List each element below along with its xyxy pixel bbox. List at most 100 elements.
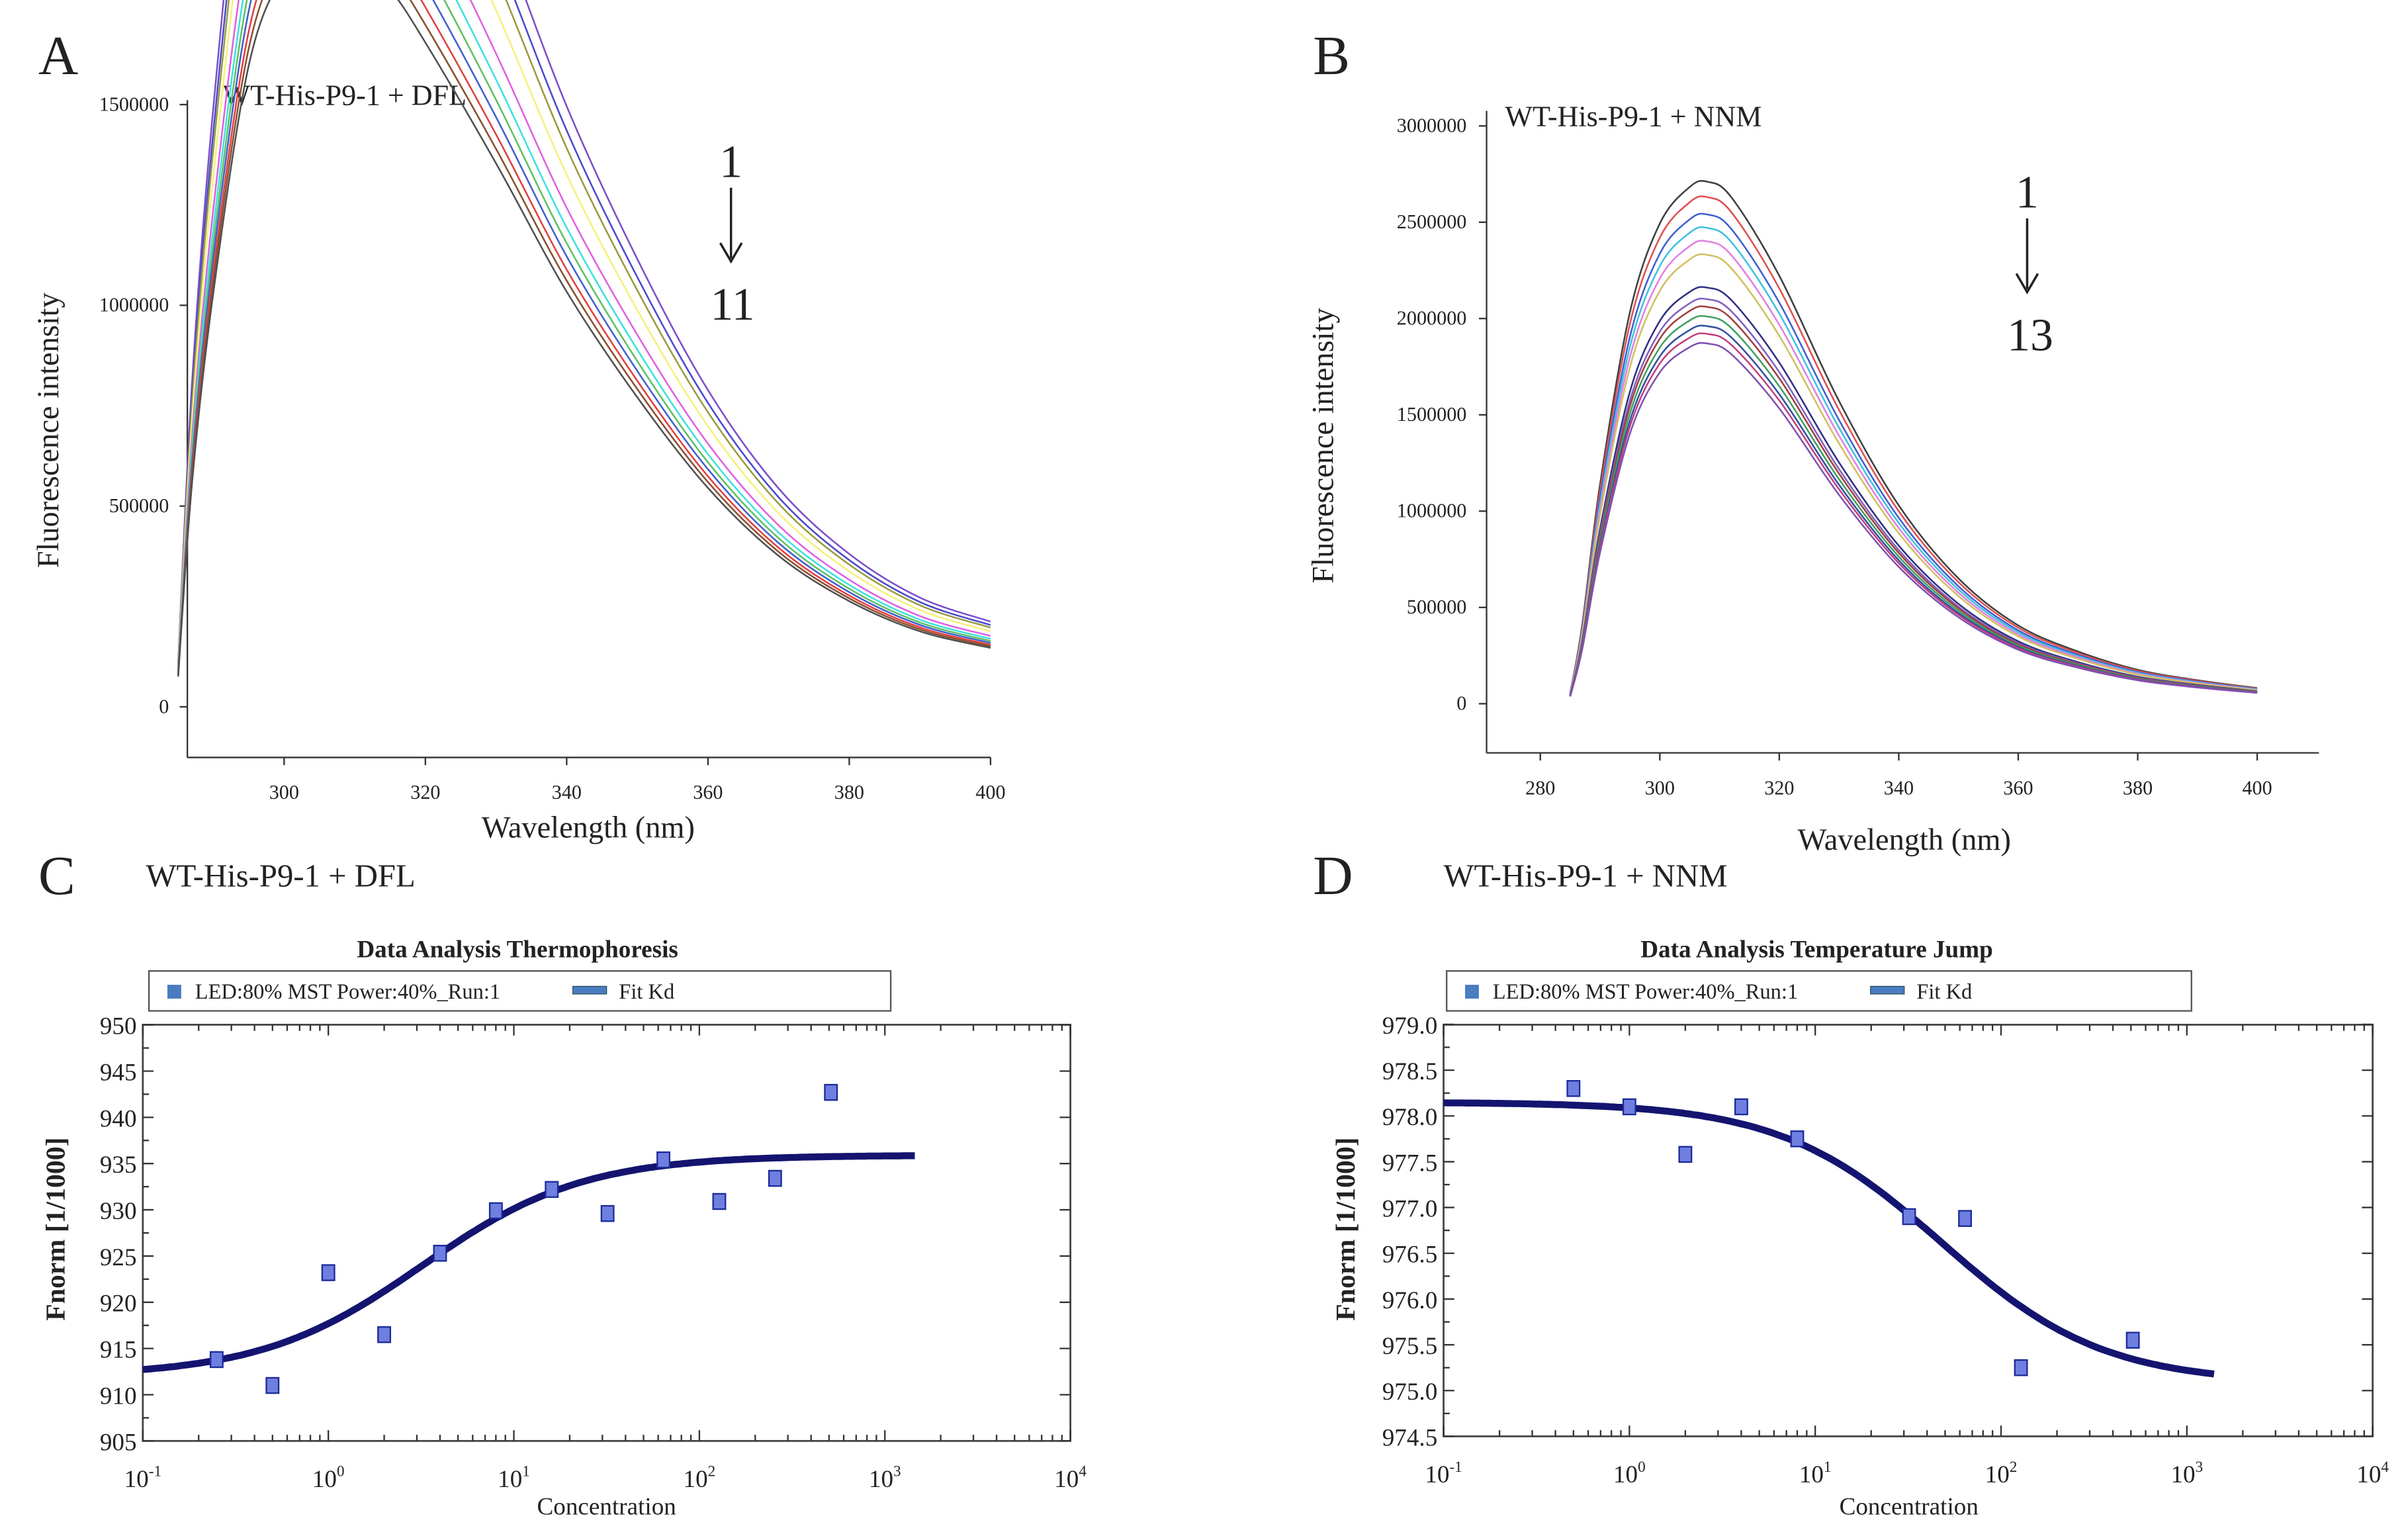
x-tick-exponent: 1 bbox=[522, 1463, 530, 1480]
y-tick-label: 976.5 bbox=[1382, 1242, 1438, 1269]
y-tick-label: 975.5 bbox=[1382, 1333, 1438, 1360]
data-point bbox=[712, 1193, 727, 1210]
arrow-top-label-a: 1 bbox=[719, 136, 742, 187]
y-axis-label: Fluorescence intensity bbox=[1306, 308, 1340, 584]
y-tick-label: 978.0 bbox=[1382, 1104, 1438, 1131]
x-tick-label: 101 bbox=[1799, 1459, 1832, 1488]
panel-letter-c: C bbox=[38, 846, 75, 907]
legend-label-fit: Fit Kd bbox=[619, 980, 674, 1004]
x-tick-label: 102 bbox=[684, 1463, 716, 1493]
x-tick-label: 380 bbox=[2123, 776, 2153, 799]
arrow-head-a bbox=[719, 242, 743, 264]
data-point bbox=[377, 1326, 392, 1343]
x-tick-label: 103 bbox=[2170, 1459, 2203, 1488]
chart-title: Data Analysis Temperature Jump bbox=[1640, 936, 1993, 963]
data-point bbox=[1678, 1146, 1693, 1163]
y-axis-label: Fnorm [1/1000] bbox=[1331, 1137, 1361, 1320]
chart-title: Data Analysis Thermophoresis bbox=[357, 936, 678, 963]
legend-label-points: LED:80% MST Power:40%_Run:1 bbox=[1493, 980, 1798, 1004]
x-tick-label: 400 bbox=[975, 781, 1005, 803]
x-tick-label: 380 bbox=[834, 781, 864, 803]
y-tick-label: 0 bbox=[1456, 692, 1466, 715]
legend-marker-fit bbox=[572, 985, 607, 995]
y-tick-label: 905 bbox=[100, 1429, 137, 1456]
y-tick-label: 1000000 bbox=[99, 294, 169, 316]
series-line-5 bbox=[177, 0, 991, 671]
x-tick-label: 360 bbox=[693, 781, 723, 803]
y-tick-label: 925 bbox=[100, 1244, 137, 1271]
data-point bbox=[2125, 1332, 2140, 1349]
y-tick-label: 915 bbox=[100, 1337, 137, 1364]
data-point bbox=[488, 1202, 503, 1220]
series-line-5 bbox=[1569, 240, 2258, 695]
series-line-9 bbox=[1569, 305, 2258, 696]
y-tick-label: 979.0 bbox=[1382, 1013, 1438, 1040]
x-tick-label: 300 bbox=[269, 781, 299, 803]
x-tick-exponent: 3 bbox=[2196, 1459, 2204, 1476]
series-line-1 bbox=[177, 0, 991, 664]
y-tick-label: 935 bbox=[100, 1152, 137, 1179]
panel-b-label: WT-His-P9-1 + NNM bbox=[1505, 101, 1761, 133]
legend-box bbox=[1446, 970, 2192, 1012]
y-tick-label: 500000 bbox=[109, 494, 169, 517]
y-tick-label: 500000 bbox=[1407, 596, 1466, 618]
series-line-2 bbox=[177, 0, 991, 665]
x-tick-label: 340 bbox=[1884, 776, 1914, 799]
plot-frame bbox=[142, 1024, 1071, 1442]
x-tick-exponent: 1 bbox=[1824, 1459, 1832, 1476]
x-tick-label: 104 bbox=[1054, 1463, 1087, 1493]
panel-a: A WT-His-P9-1 + DFL 1 11 300 320 340 360 380… bbox=[32, 0, 1006, 844]
panel-d-label: WT-His-P9-1 + NNM bbox=[1444, 858, 1728, 894]
y-tick-label: 977.5 bbox=[1382, 1150, 1438, 1177]
x-axis-label: Wavelength (nm) bbox=[482, 811, 695, 844]
y-axis-label: Fnorm [1/1000] bbox=[40, 1137, 71, 1320]
panel-letter-d: D bbox=[1313, 846, 1353, 907]
x-axis-label: Wavelength (nm) bbox=[1798, 823, 2011, 857]
y-tick-label: 3000000 bbox=[1397, 114, 1467, 137]
x-tick-exponent: 2 bbox=[2010, 1459, 2018, 1476]
data-point bbox=[656, 1151, 670, 1169]
data-point bbox=[1734, 1098, 1748, 1116]
y-tick-label: 945 bbox=[100, 1059, 137, 1086]
x-tick-exponent: 2 bbox=[708, 1463, 716, 1480]
y-tick-label: 950 bbox=[100, 1013, 137, 1040]
x-tick-label: 100 bbox=[1613, 1459, 1646, 1488]
data-point bbox=[265, 1377, 280, 1394]
series-line-11 bbox=[1569, 324, 2258, 697]
legend-marker-points bbox=[167, 985, 181, 999]
panel-d: D WT-His-P9-1 + NNM Data Analysis Temper… bbox=[1313, 846, 2389, 1521]
x-tick-exponent: -1 bbox=[149, 1463, 161, 1480]
x-tick-exponent: -1 bbox=[1449, 1459, 1462, 1476]
y-tick-label: 975.0 bbox=[1382, 1379, 1438, 1406]
arrow-head-b bbox=[2015, 273, 2039, 294]
series-line-3 bbox=[177, 0, 991, 666]
x-tick-label: 102 bbox=[1985, 1459, 2018, 1488]
x-tick-label: 101 bbox=[498, 1463, 530, 1493]
x-tick-exponent: 0 bbox=[337, 1463, 345, 1480]
series-line-9 bbox=[177, 0, 991, 676]
legend-label-points: LED:80% MST Power:40%_Run:1 bbox=[195, 980, 500, 1004]
fit-curve bbox=[142, 1152, 915, 1373]
x-tick-label: 320 bbox=[1764, 776, 1794, 799]
x-tick-label: 300 bbox=[1645, 776, 1675, 799]
data-point bbox=[1566, 1080, 1581, 1097]
series-line-1 bbox=[1569, 179, 2258, 694]
data-point bbox=[433, 1244, 447, 1262]
arrow-bottom-label-b: 13 bbox=[2007, 310, 2053, 361]
series-line-6 bbox=[1569, 253, 2258, 696]
y-tick-label: 0 bbox=[159, 695, 169, 717]
series-line-11 bbox=[177, 0, 991, 677]
y-axis-label: Fluorescence intensity bbox=[32, 292, 66, 568]
panel-letter-a: A bbox=[38, 26, 78, 87]
series-line-7 bbox=[1569, 286, 2258, 696]
series-line-3 bbox=[1569, 212, 2258, 694]
series-line-2 bbox=[1569, 195, 2258, 694]
x-tick-label: 100 bbox=[312, 1463, 345, 1493]
x-tick-label: 10-1 bbox=[124, 1463, 161, 1493]
x-tick-exponent: 0 bbox=[1638, 1459, 1646, 1476]
series-line-4 bbox=[1569, 226, 2258, 695]
x-tick-exponent: 3 bbox=[893, 1463, 901, 1480]
series-line-10 bbox=[1569, 315, 2258, 696]
series-line-6 bbox=[177, 0, 991, 672]
series-line-4 bbox=[177, 0, 991, 668]
